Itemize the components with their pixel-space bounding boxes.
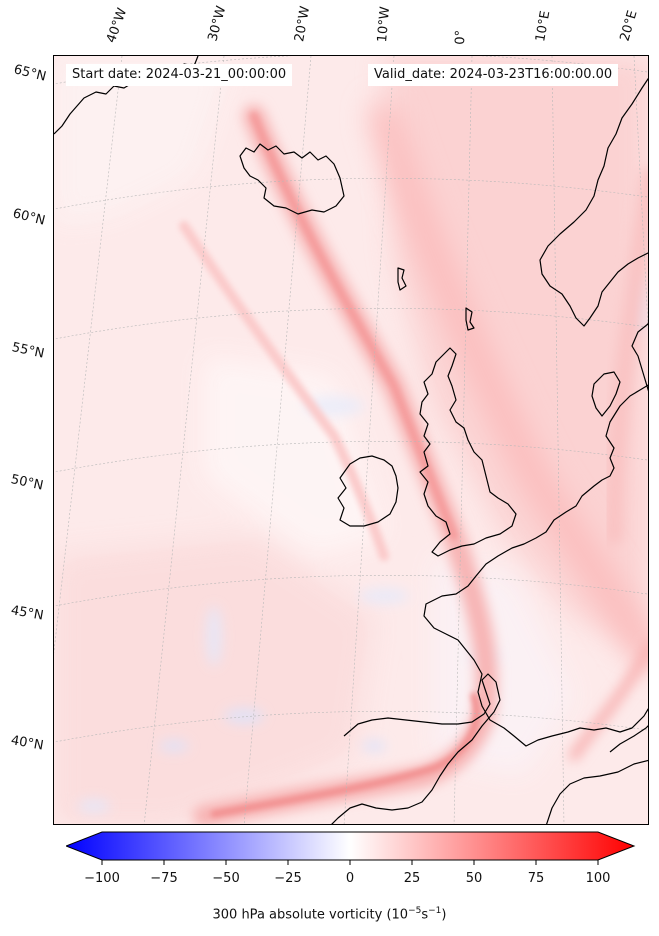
coast-scandinavia: [539, 77, 648, 327]
meridian-10w: [343, 56, 395, 824]
lon-label-40w: 40°W: [103, 6, 131, 45]
coast-iceland: [239, 143, 345, 215]
lon-label-20w: 20°W: [292, 5, 314, 44]
colorbar-label-text: 300 hPa absolute vorticity (10: [212, 907, 409, 923]
colorbar-tick-label: −75: [150, 871, 178, 886]
meridian-30w: [143, 56, 225, 824]
colorbar-tick-label: −100: [84, 871, 120, 886]
coast-baltic: [631, 322, 648, 392]
lat-label-65n: 65°N: [12, 62, 48, 85]
colorbar-label-sup2: −1: [428, 906, 442, 916]
colorbar-tick-label: 75: [527, 871, 545, 886]
lon-label-20e: 20°E: [617, 8, 641, 43]
meridian-20e: [633, 56, 648, 332]
coast-north-africa: [546, 759, 648, 824]
colorbar-label-mid: s: [421, 907, 429, 923]
vorticity-field-broad: [54, 56, 648, 824]
coastlines: [54, 56, 648, 824]
lat-label-50n: 50°N: [9, 472, 45, 494]
parallel-45n: [54, 574, 648, 607]
colorbar-tick-label: −50: [212, 871, 240, 886]
meridian-0: [453, 56, 473, 824]
coast-iberia: [331, 673, 501, 824]
coast-italy: [609, 725, 648, 753]
coast-shetland: [465, 307, 475, 331]
vorticity-map: [54, 56, 648, 824]
colorbar-tick-label: −25: [274, 871, 302, 886]
coast-faroe: [397, 267, 407, 291]
lon-label-10e: 10°E: [533, 9, 554, 43]
colorbar-label: 300 hPa absolute vorticity (10−5s−1): [0, 906, 659, 922]
lon-label-0: 0°: [453, 29, 469, 45]
lon-label-10w: 10°W: [375, 5, 394, 43]
meridian-10e: [551, 56, 565, 824]
colorbar-tick-label: 100: [585, 871, 611, 886]
map-panel: [53, 55, 649, 825]
valid-date-label: Valid_date: 2024-03-23T16:00:00.00: [368, 64, 619, 86]
colorbar-tick-label: 0: [345, 871, 355, 886]
parallel-50n: [54, 440, 648, 473]
lon-label-30w: 30°W: [205, 4, 230, 43]
coast-europe: [423, 384, 648, 747]
lat-label-40n: 40°N: [9, 733, 45, 754]
colorbar-label-end: ): [441, 907, 447, 923]
colorbar-tick-marks: [101, 860, 599, 865]
coast-denmark: [591, 371, 621, 417]
meridian-20w: [243, 56, 312, 824]
colorbar-tick-label: 50: [465, 871, 483, 886]
meridian-40w: [54, 56, 123, 654]
colorbar-tick-label: 25: [403, 871, 421, 886]
coast-ireland: [337, 455, 399, 527]
jet-streaks: [179, 102, 648, 824]
start-date-label: Start date: 2024-03-21_00:00:00: [66, 64, 293, 86]
colorbar-label-sup1: −5: [408, 906, 422, 916]
parallel-40n: [54, 710, 648, 743]
parallel-55n: [54, 307, 648, 340]
lat-label-45n: 45°N: [9, 603, 45, 624]
coast-scotland-england: [419, 347, 517, 557]
lat-label-55n: 55°N: [10, 340, 46, 362]
colorbar-bar: [66, 831, 636, 861]
lat-label-60n: 60°N: [11, 206, 47, 229]
parallel-60n: [54, 177, 648, 210]
colorbar: [66, 831, 636, 865]
